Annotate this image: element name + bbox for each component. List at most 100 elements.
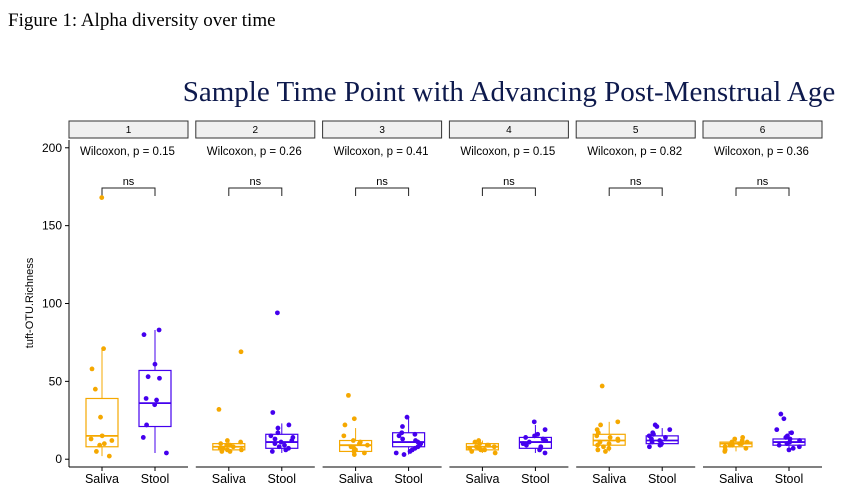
- data-point: [268, 433, 274, 439]
- data-point: [404, 414, 410, 420]
- data-point: [400, 436, 406, 442]
- data-point: [778, 411, 784, 417]
- data-point: [542, 427, 548, 433]
- data-point: [599, 383, 605, 389]
- data-point: [351, 416, 357, 422]
- signif-bracket: [481, 187, 536, 196]
- data-point: [796, 444, 802, 450]
- data-point: [97, 442, 103, 448]
- data-point: [486, 442, 491, 448]
- wilcoxon-label: Wilcoxon, p = 0.82: [587, 146, 682, 158]
- data-point: [491, 444, 497, 450]
- data-point: [532, 433, 537, 439]
- data-point: [140, 435, 146, 440]
- data-point: [283, 447, 289, 453]
- data-point: [276, 444, 282, 450]
- x-tick-label: Stool: [521, 472, 550, 486]
- x-tick-label: Saliva: [719, 472, 753, 486]
- data-point: [784, 441, 790, 447]
- x-tick-label: Saliva: [592, 472, 626, 486]
- data-point: [145, 374, 151, 380]
- data-point: [607, 435, 613, 440]
- data-point: [99, 433, 105, 439]
- data-point: [482, 447, 488, 453]
- x-tick-label: Stool: [141, 472, 170, 486]
- data-point: [286, 422, 292, 428]
- facet-strip-label: 2: [253, 125, 259, 136]
- data-point: [797, 438, 802, 443]
- data-point: [89, 366, 95, 372]
- facet-strip-label: 1: [126, 125, 132, 136]
- data-point: [603, 449, 608, 454]
- data-point: [224, 438, 230, 443]
- data-point: [531, 419, 537, 425]
- data-point: [219, 449, 225, 454]
- data-point: [99, 195, 105, 201]
- data-point: [289, 438, 295, 443]
- data-point: [351, 452, 357, 457]
- data-point: [647, 444, 652, 450]
- facet-strip: [195, 120, 316, 139]
- data-point: [781, 416, 787, 422]
- facet-panel-6: 6 Wilcoxon, p = 0.36 ns Saliva Stool: [702, 120, 823, 486]
- data-point: [278, 439, 284, 445]
- signif-bracket: [228, 187, 283, 196]
- data-point: [789, 430, 795, 436]
- data-point: [615, 419, 621, 425]
- data-point: [472, 439, 478, 445]
- facet-strip: [322, 120, 443, 139]
- data-point: [663, 435, 668, 440]
- x-tick-label: Saliva: [85, 472, 119, 486]
- data-point: [270, 410, 276, 415]
- facet-strip-label: 5: [633, 125, 639, 136]
- data-point: [227, 449, 233, 454]
- data-point: [275, 425, 281, 431]
- data-point: [341, 433, 347, 439]
- signif-bracket: [101, 187, 156, 196]
- data-point: [543, 438, 549, 443]
- data-point: [654, 424, 660, 429]
- data-point: [143, 396, 149, 401]
- data-point: [649, 439, 655, 445]
- data-point: [657, 442, 663, 448]
- data-point: [224, 442, 230, 448]
- signif-bracket: [735, 187, 790, 196]
- x-tick-label: Saliva: [465, 472, 499, 486]
- signif-label: ns: [249, 176, 261, 188]
- data-point: [157, 375, 162, 381]
- data-point: [729, 442, 735, 448]
- data-point: [274, 310, 280, 316]
- data-point: [238, 439, 244, 445]
- data-point: [743, 445, 749, 451]
- data-point: [737, 441, 743, 447]
- data-point: [106, 453, 112, 459]
- data-point: [156, 327, 162, 333]
- data-point: [141, 332, 147, 338]
- data-point: [469, 449, 475, 454]
- facet-panel-3: 3 Wilcoxon, p = 0.41 ns Saliva Stool: [322, 120, 443, 486]
- box-iqr: [85, 397, 119, 448]
- data-point: [269, 449, 275, 454]
- data-point: [776, 442, 782, 448]
- data-point: [152, 402, 158, 408]
- x-tick-label: Saliva: [339, 472, 373, 486]
- data-point: [594, 433, 600, 439]
- wilcoxon-label: Wilcoxon, p = 0.36: [714, 146, 809, 158]
- data-point: [282, 442, 287, 448]
- data-point: [478, 447, 484, 453]
- data-point: [786, 447, 792, 453]
- facet-strip: [575, 120, 696, 139]
- data-point: [537, 447, 542, 453]
- data-point: [601, 444, 606, 450]
- x-tick-label: Stool: [775, 472, 804, 486]
- data-point: [396, 433, 402, 439]
- data-point: [218, 441, 224, 447]
- data-point: [98, 414, 103, 420]
- data-point: [272, 441, 278, 447]
- data-point: [92, 386, 98, 392]
- facet-panel-5: 5 Wilcoxon, p = 0.82 ns Saliva Stool: [575, 120, 696, 486]
- data-point: [164, 450, 169, 456]
- y-tick-label: 200: [42, 141, 62, 155]
- y-tick-label: 150: [42, 219, 62, 233]
- data-point: [342, 422, 348, 428]
